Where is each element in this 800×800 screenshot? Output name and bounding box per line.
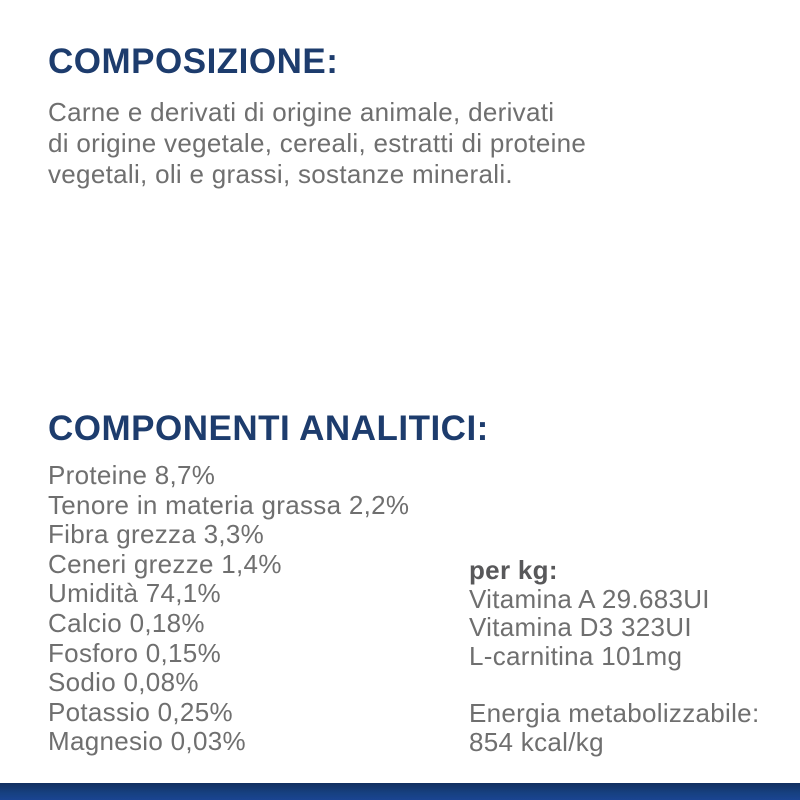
analytical-component-item: Proteine 8,7% bbox=[48, 460, 216, 490]
metabolizable-energy-block: Energia metabolizzabile: 854 kcal/kg bbox=[469, 699, 759, 757]
metabolizable-energy-label: Energia metabolizzabile: bbox=[469, 698, 760, 728]
composition-paragraph: Carne e derivati di origine animale, der… bbox=[48, 97, 586, 190]
analytical-components-heading: COMPONENTI ANALITICI: bbox=[48, 409, 489, 448]
per-kg-item: Vitamina D3 323UI bbox=[469, 612, 692, 643]
analytical-components-list: Proteine 8,7% Tenore in materia grassa 2… bbox=[48, 460, 410, 757]
composition-heading: COMPOSIZIONE: bbox=[48, 42, 339, 81]
analytical-component-item: Potassio 0,25% bbox=[48, 696, 233, 727]
metabolizable-energy-value: 854 kcal/kg bbox=[469, 727, 604, 757]
per-kg-block: per kg: Vitamina A 29.683UI Vitamina D3 … bbox=[469, 556, 710, 670]
analytical-component-item: Calcio 0,18% bbox=[48, 607, 205, 638]
analytical-component-item: Fibra grezza 3,3% bbox=[48, 519, 265, 550]
per-kg-label: per kg: bbox=[469, 555, 558, 585]
analytical-component-item: Umidità 74,1% bbox=[48, 578, 221, 609]
analytical-component-item: Fosforo 0,15% bbox=[48, 637, 221, 668]
composition-line: vegetali, oli e grassi, sostanze mineral… bbox=[48, 159, 513, 189]
footer-accent-bar bbox=[0, 783, 800, 800]
composition-line: di origine vegetale, cereali, estratti d… bbox=[48, 128, 587, 158]
analytical-component-item: Tenore in materia grassa 2,2% bbox=[48, 489, 410, 520]
analytical-component-item: Magnesio 0,03% bbox=[48, 726, 246, 757]
analytical-component-item: Sodio 0,08% bbox=[48, 667, 199, 698]
per-kg-item: Vitamina A 29.683UI bbox=[469, 583, 710, 614]
analytical-component-item: Ceneri grezze 1,4% bbox=[48, 548, 282, 579]
composition-line: Carne e derivati di origine animale, der… bbox=[48, 97, 555, 127]
per-kg-item: L-carnitina 101mg bbox=[469, 640, 683, 671]
